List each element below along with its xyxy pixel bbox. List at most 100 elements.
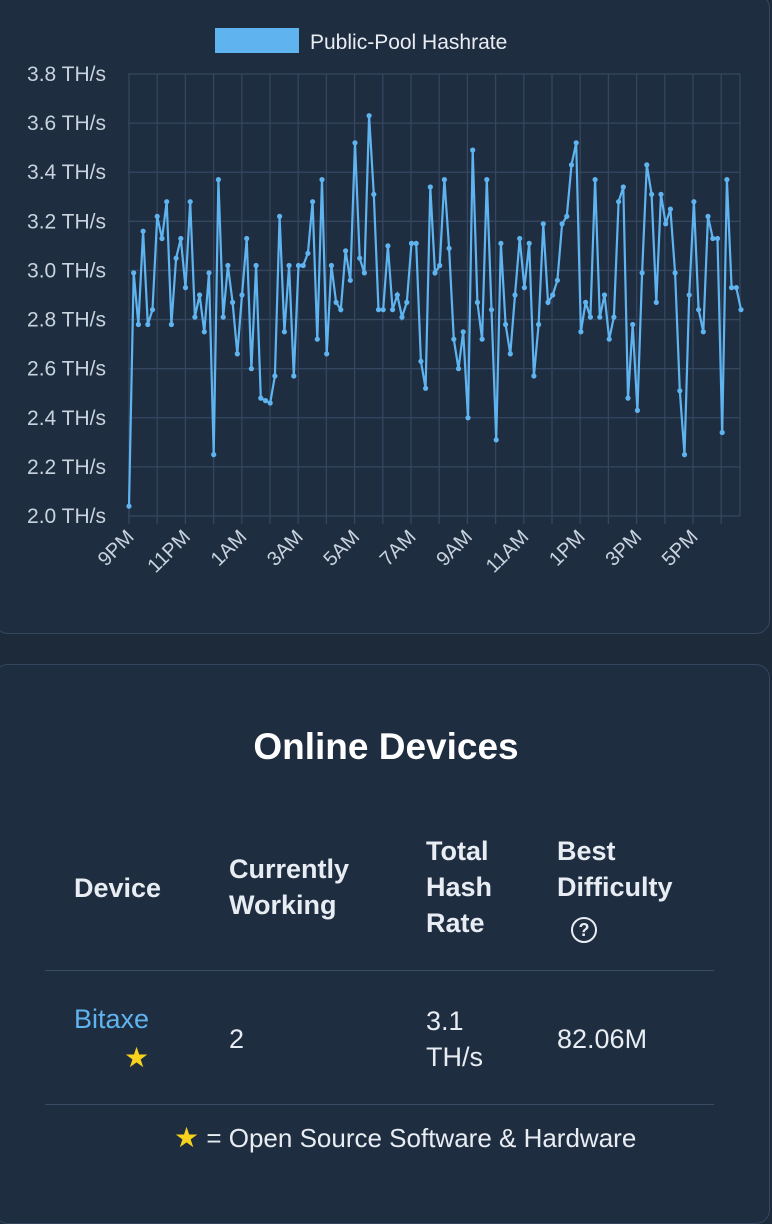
data-point[interactable] [399, 314, 405, 320]
data-point[interactable] [230, 299, 236, 305]
data-point[interactable] [248, 366, 254, 372]
data-point[interactable] [319, 177, 325, 183]
data-point[interactable] [366, 113, 372, 119]
data-point[interactable] [135, 321, 141, 328]
data-point[interactable] [479, 336, 485, 342]
data-point[interactable] [140, 228, 146, 234]
data-point[interactable] [267, 400, 273, 406]
data-point[interactable] [474, 299, 480, 305]
data-point[interactable] [639, 270, 645, 276]
data-point[interactable] [197, 292, 203, 298]
data-point[interactable] [305, 250, 311, 256]
data-point[interactable] [432, 270, 438, 276]
data-point[interactable] [281, 329, 287, 335]
data-point[interactable] [719, 429, 725, 436]
data-point[interactable] [262, 398, 269, 404]
data-point[interactable] [710, 235, 716, 242]
data-point[interactable] [168, 321, 174, 328]
data-point[interactable] [192, 314, 198, 320]
data-point[interactable] [455, 366, 462, 372]
help-icon[interactable]: ? [571, 917, 597, 943]
data-point[interactable] [277, 213, 283, 219]
data-point[interactable] [545, 299, 551, 305]
data-point[interactable] [343, 248, 349, 254]
data-point[interactable] [300, 262, 306, 269]
data-point[interactable] [244, 235, 250, 242]
data-point[interactable] [390, 307, 396, 313]
data-point[interactable] [380, 307, 386, 313]
data-point[interactable] [625, 395, 631, 401]
data-point[interactable] [620, 184, 626, 190]
data-point[interactable] [314, 336, 320, 342]
data-point[interactable] [437, 262, 443, 269]
data-point[interactable] [653, 299, 659, 305]
data-point[interactable] [310, 199, 316, 205]
data-point[interactable] [220, 314, 226, 320]
data-point[interactable] [470, 147, 476, 153]
data-point[interactable] [644, 162, 650, 168]
data-point[interactable] [286, 262, 292, 269]
data-point[interactable] [239, 292, 245, 298]
data-point[interactable] [126, 503, 132, 509]
data-point[interactable] [663, 221, 669, 227]
data-point[interactable] [338, 307, 344, 313]
data-point[interactable] [178, 235, 184, 242]
data-point[interactable] [493, 437, 499, 443]
data-point[interactable] [295, 262, 302, 269]
data-point[interactable] [592, 177, 598, 183]
data-point[interactable] [423, 385, 429, 391]
data-point[interactable] [446, 245, 452, 251]
data-point[interactable] [700, 329, 706, 335]
data-point[interactable] [451, 336, 457, 342]
data-point[interactable] [328, 262, 334, 269]
data-point[interactable] [616, 199, 622, 205]
data-point[interactable] [215, 177, 221, 183]
data-point[interactable] [460, 329, 466, 335]
data-point[interactable] [667, 206, 674, 212]
data-point[interactable] [211, 452, 217, 458]
data-point[interactable] [521, 285, 528, 291]
legend-swatch[interactable] [215, 28, 299, 53]
data-point[interactable] [536, 321, 542, 328]
data-point[interactable] [201, 329, 207, 335]
data-point[interactable] [578, 329, 584, 335]
data-point[interactable] [691, 199, 697, 205]
data-point[interactable] [681, 452, 688, 458]
data-point[interactable] [333, 299, 339, 305]
data-point[interactable] [597, 314, 603, 320]
data-point[interactable] [488, 307, 495, 313]
data-point[interactable] [159, 235, 165, 242]
data-point[interactable] [253, 262, 259, 269]
data-point[interactable] [573, 140, 579, 146]
data-point[interactable] [375, 307, 382, 313]
data-point[interactable] [225, 262, 231, 269]
data-point[interactable] [357, 255, 363, 261]
data-point[interactable] [550, 292, 556, 298]
data-point[interactable] [634, 407, 641, 413]
data-point[interactable] [154, 213, 160, 219]
data-point[interactable] [705, 213, 711, 219]
data-point[interactable] [677, 388, 683, 394]
data-point[interactable] [272, 373, 278, 379]
data-point[interactable] [234, 351, 240, 357]
data-point[interactable] [568, 162, 575, 168]
data-point[interactable] [531, 373, 537, 379]
data-point[interactable] [371, 191, 377, 197]
data-point[interactable] [324, 351, 330, 357]
data-point[interactable] [696, 307, 702, 313]
data-point[interactable] [465, 415, 471, 421]
data-point[interactable] [540, 221, 546, 227]
data-point[interactable] [131, 270, 137, 276]
data-point[interactable] [686, 292, 692, 298]
data-point[interactable] [526, 240, 532, 246]
data-point[interactable] [187, 199, 193, 205]
data-point[interactable] [512, 292, 518, 298]
data-point[interactable] [394, 292, 400, 298]
data-point[interactable] [559, 221, 565, 227]
data-point[interactable] [418, 358, 424, 364]
data-point[interactable] [441, 177, 447, 183]
data-point[interactable] [564, 213, 570, 219]
data-point[interactable] [291, 373, 297, 379]
data-point[interactable] [484, 177, 490, 183]
data-point[interactable] [404, 299, 410, 305]
